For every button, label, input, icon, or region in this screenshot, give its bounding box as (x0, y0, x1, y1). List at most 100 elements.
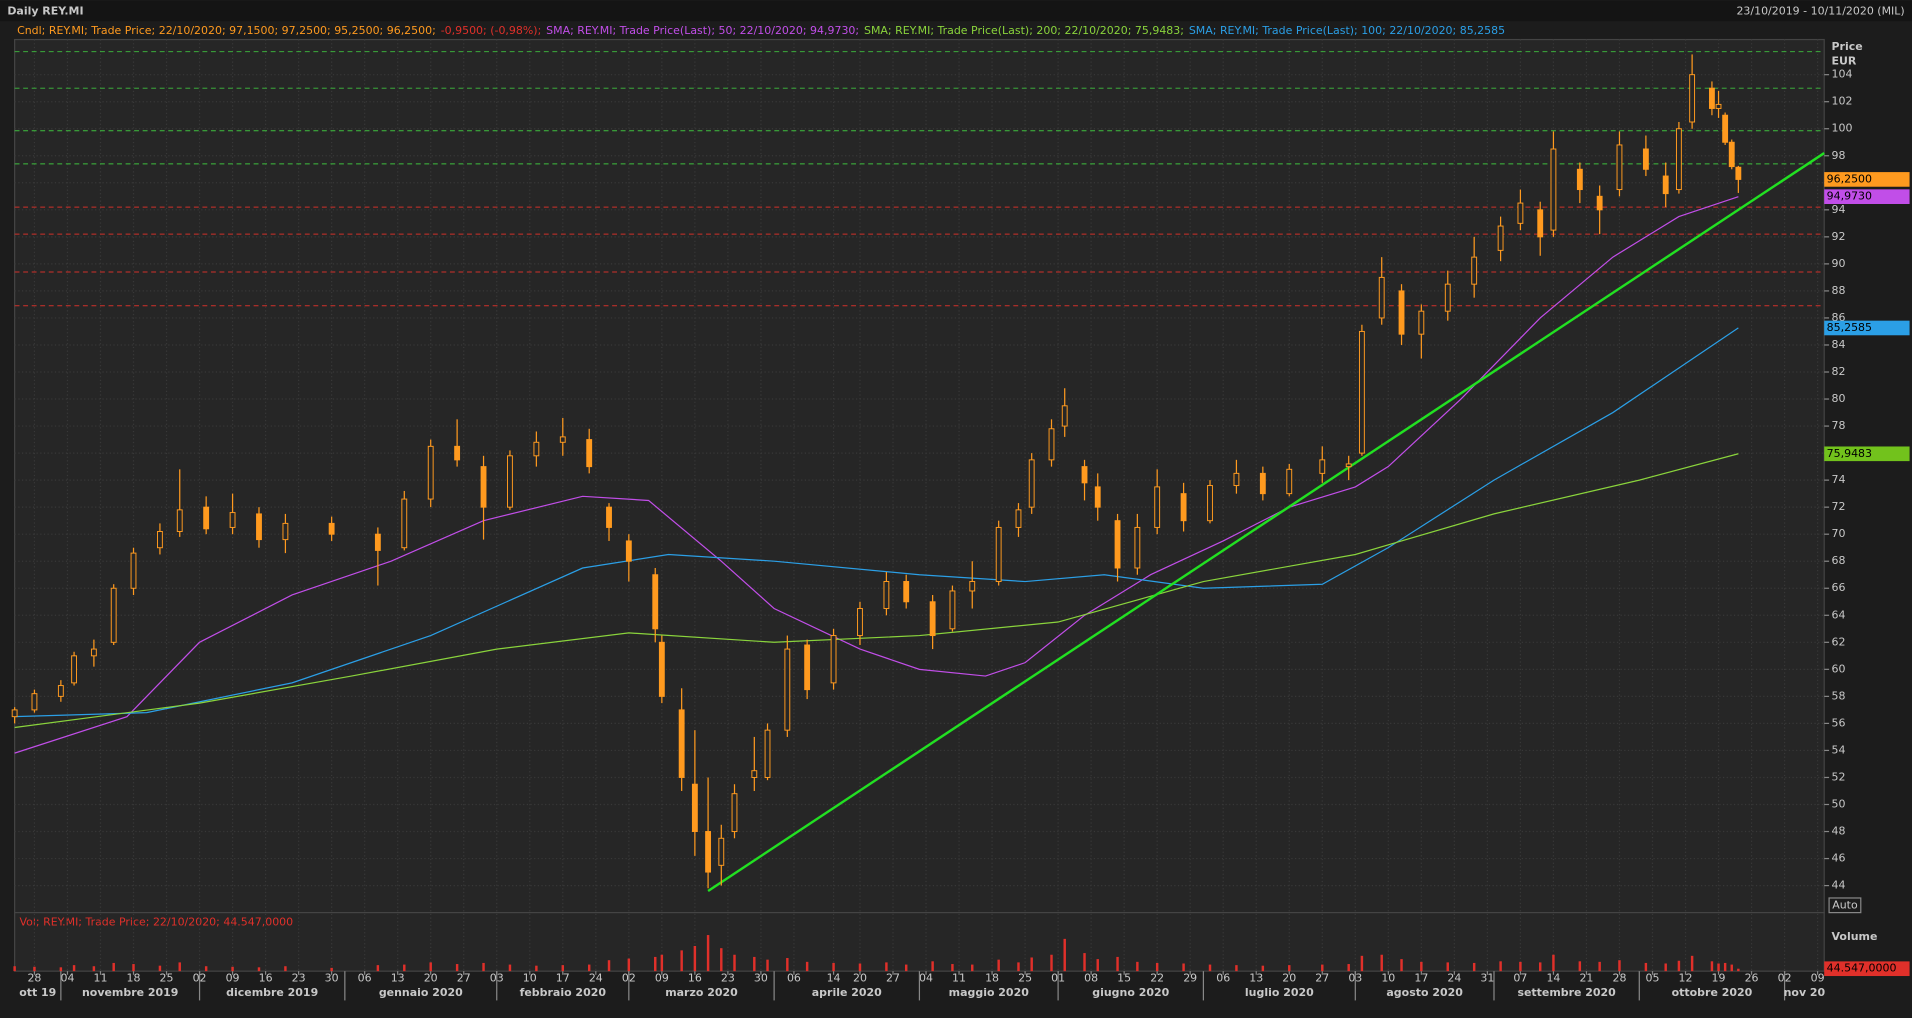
volume-bar (33, 966, 36, 972)
candle-body (1081, 466, 1088, 484)
volume-bar (158, 965, 162, 972)
candle-body (256, 513, 262, 541)
volume-bar (885, 962, 888, 972)
candle-body (678, 709, 685, 778)
volume-legend: Vol; REY.MI; Trade Price; 22/10/2020; 44… (20, 915, 294, 928)
y-tick-label: 54 (1832, 743, 1846, 756)
candle-body (1709, 87, 1715, 109)
volume-bar (971, 964, 974, 972)
candle (374, 527, 381, 586)
x-tick-label: 23 (721, 971, 735, 984)
volume-bar (1664, 963, 1667, 972)
x-tick-label: 29 (1183, 971, 1197, 984)
x-tick-label: 26 (1745, 971, 1759, 984)
candle-body (176, 509, 183, 532)
volume-bar (1723, 962, 1727, 972)
month-label: marzo 2020 (665, 986, 738, 999)
candle (1722, 112, 1729, 145)
candle (533, 431, 540, 467)
volume-bar (766, 959, 769, 972)
candle (883, 572, 890, 616)
candle-body (705, 831, 712, 873)
volume-bar (1420, 961, 1423, 972)
candle (507, 450, 513, 510)
candle-body (1028, 459, 1035, 508)
x-tick-label: 09 (226, 971, 240, 984)
candle-body (1319, 459, 1326, 474)
x-tick-label: 16 (688, 971, 702, 984)
candle-body (1735, 166, 1742, 180)
x-tick-label: 10 (523, 971, 537, 984)
x-tick-label: 25 (160, 971, 174, 984)
candle (71, 651, 77, 686)
x-tick-label: 20 (853, 971, 867, 984)
volume-bar (706, 935, 710, 972)
candle (784, 635, 791, 737)
candle (969, 561, 976, 609)
candle (1358, 324, 1365, 456)
auto-button[interactable] (1828, 897, 1862, 914)
auto-label[interactable]: Auto (1832, 898, 1858, 911)
volume-bar (1552, 954, 1555, 972)
candle-body (718, 837, 725, 866)
candle (586, 428, 593, 474)
volume-bar (561, 965, 565, 972)
legend: Cndl; REY.MI; Trade Price; 22/10/2020; 9… (17, 24, 1505, 37)
volume-bar (376, 965, 380, 972)
volume-bar (1598, 961, 1601, 972)
candle-body (929, 601, 936, 637)
x-tick-label: 27 (457, 971, 471, 984)
candle (1286, 463, 1293, 497)
y-tick-label: 80 (1832, 392, 1846, 405)
x-tick-label: 24 (1447, 971, 1461, 984)
volume-bar (904, 964, 908, 972)
candle-body (480, 466, 487, 508)
month-label: aprile 2020 (812, 986, 882, 999)
candle-body (857, 608, 863, 637)
volume-bar (1063, 938, 1066, 972)
candle (678, 688, 685, 791)
volume-bar (72, 965, 76, 972)
candle (1398, 284, 1405, 345)
x-tick-label: 21 (1579, 971, 1593, 984)
candle-body (1134, 526, 1141, 569)
candle-body (57, 685, 64, 697)
x-tick-label: 18 (127, 971, 141, 984)
x-tick-label: 13 (391, 971, 405, 984)
candle-body (130, 552, 137, 589)
candle-body (90, 648, 97, 657)
candle (1378, 257, 1385, 325)
candle (1709, 81, 1715, 116)
y-tick-label: 84 (1832, 338, 1846, 351)
candle (282, 513, 289, 554)
volume-bar (1182, 963, 1185, 972)
candle-body (1207, 485, 1213, 522)
legend-entry: Cndl; REY.MI; Trade Price; 22/10/2020; 9… (17, 24, 436, 37)
candle-body (1675, 128, 1682, 191)
volume-bar (1083, 953, 1086, 972)
x-tick-label: 10 (1381, 971, 1395, 984)
x-tick-label: 30 (754, 971, 768, 984)
volume-bar (1539, 962, 1542, 972)
volume-bar (660, 954, 664, 972)
volume-bar (231, 966, 234, 972)
x-tick-label: 06 (358, 971, 372, 984)
candle (691, 730, 698, 856)
y-tick-label: 46 (1832, 852, 1846, 865)
candle-body (1358, 330, 1365, 454)
candle-body (586, 439, 593, 468)
x-tick-label: 15 (1117, 971, 1131, 984)
candle (328, 516, 335, 541)
y-tick-label: 62 (1832, 635, 1846, 648)
candle-body (1576, 168, 1583, 191)
volume-last-box (1824, 961, 1910, 977)
volume-bar (951, 964, 954, 972)
volume-bar (1360, 955, 1364, 972)
volume-bar (1136, 961, 1139, 972)
volume-bar (858, 963, 862, 972)
y-tick-label: 44 (1832, 879, 1846, 892)
candle (1550, 131, 1557, 237)
x-tick-label: 14 (1546, 971, 1560, 984)
x-tick-label: 27 (886, 971, 900, 984)
y-axis-label: Price (1832, 40, 1863, 53)
